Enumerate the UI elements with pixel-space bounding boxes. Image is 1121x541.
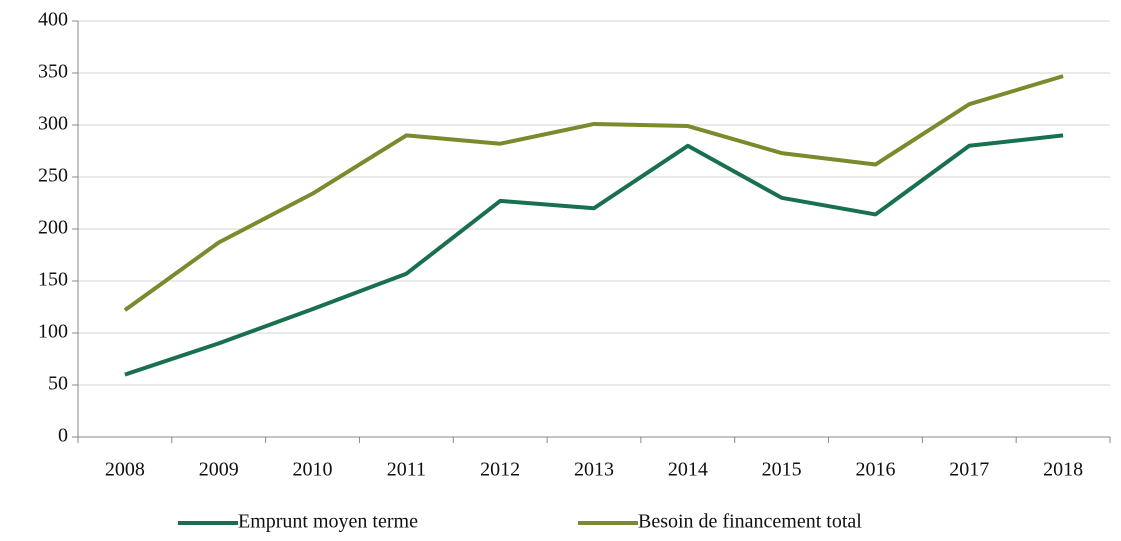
x-tick-label: 2016	[855, 459, 895, 481]
x-tick-label: 2011	[387, 459, 426, 481]
x-tick-label: 2009	[199, 459, 239, 481]
series-line	[124, 133, 1064, 377]
x-tick-label: 2014	[668, 459, 708, 481]
x-tick-label: 2008	[105, 459, 145, 481]
y-tick-label: 0	[58, 425, 68, 447]
legend-label: Emprunt moyen terme	[238, 511, 418, 533]
series-line	[123, 74, 1064, 312]
y-tick-label: 50	[48, 373, 68, 395]
x-tick-label: 2012	[480, 459, 520, 481]
y-tick-label: 300	[38, 113, 68, 135]
legend-label: Besoin de financement total	[638, 511, 862, 533]
y-tick-label: 250	[38, 165, 68, 187]
y-tick-label: 350	[38, 61, 68, 83]
y-tick-label: 200	[38, 217, 68, 239]
y-tick-label: 400	[38, 9, 68, 31]
x-tick-label: 2010	[293, 459, 333, 481]
x-tick-label: 2013	[574, 459, 614, 481]
y-tick-label: 150	[38, 269, 68, 291]
y-tick-label: 100	[38, 321, 68, 343]
x-tick-label: 2017	[949, 459, 989, 481]
x-tick-label: 2015	[762, 459, 802, 481]
x-tick-label: 2018	[1043, 459, 1083, 481]
